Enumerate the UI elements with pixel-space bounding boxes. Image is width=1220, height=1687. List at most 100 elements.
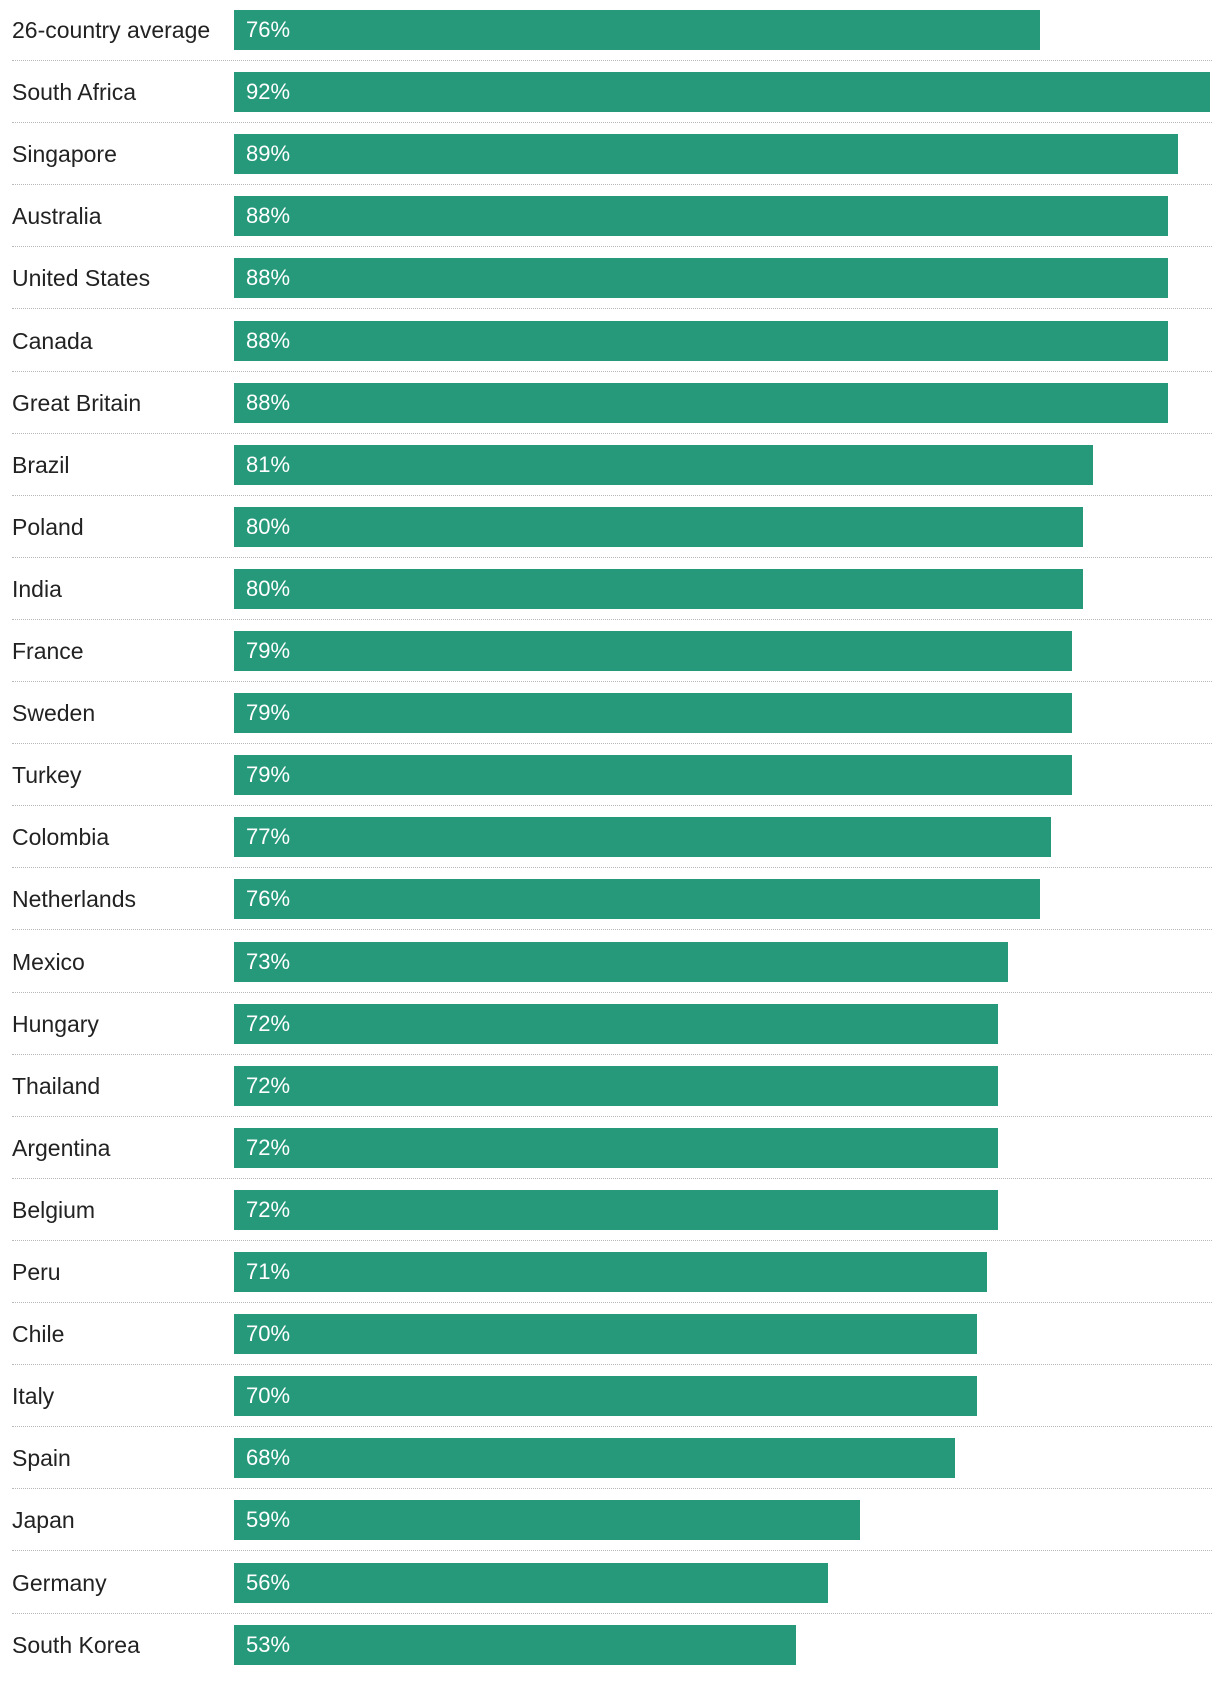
bar: 89%: [234, 134, 1179, 175]
chart-row: Mexico 73%: [0, 941, 1220, 1004]
bar-value-label: 72%: [246, 1196, 291, 1222]
category-label: Italy: [12, 1383, 55, 1410]
bar-value-label: 81%: [246, 451, 291, 477]
category-label: Japan: [12, 1507, 75, 1534]
bar: 70%: [234, 1376, 977, 1417]
bar: 92%: [234, 72, 1210, 113]
chart-row: Japan 59%: [0, 1500, 1220, 1562]
bar-value-label: 70%: [246, 1383, 291, 1409]
category-label: Sweden: [12, 700, 96, 727]
category-label: South Africa: [12, 79, 137, 106]
bar-value-label: 56%: [246, 1569, 291, 1595]
category-label: France: [12, 638, 84, 664]
bar-value-label: 79%: [246, 700, 291, 726]
category-label: Germany: [12, 1569, 107, 1596]
bar: 72%: [234, 1189, 998, 1230]
chart-row: South Africa 92%: [0, 72, 1220, 134]
row-divider: [12, 867, 1212, 869]
row-divider: [12, 1053, 1212, 1055]
category-label: Mexico: [12, 948, 85, 975]
category-label: Chile: [12, 1321, 65, 1348]
bar-value-label: 72%: [246, 1010, 291, 1036]
category-label: Australia: [12, 203, 102, 230]
row-divider: [12, 991, 1212, 993]
chart-row: Belgium 72%: [0, 1189, 1220, 1252]
bar-value-label: 76%: [246, 886, 291, 912]
bar: 88%: [234, 320, 1168, 361]
bar: 77%: [234, 817, 1051, 858]
chart-row: Germany 56%: [0, 1562, 1220, 1625]
bar-value-label: 53%: [246, 1631, 291, 1657]
row-divider: [12, 929, 1212, 931]
row-divider: [12, 308, 1212, 310]
bar: 73%: [234, 941, 1009, 982]
category-label: Thailand: [12, 1072, 101, 1099]
bar-value-label: 76%: [246, 17, 291, 42]
category-label: United States: [12, 265, 151, 292]
category-label: Turkey: [12, 762, 82, 789]
bar-value-label: 72%: [246, 1134, 291, 1160]
row-divider: [12, 494, 1212, 496]
bar-value-label: 79%: [246, 762, 291, 788]
bar-value-label: 79%: [246, 638, 291, 663]
bar-value-label: 88%: [246, 389, 291, 415]
category-label: Peru: [12, 1259, 61, 1285]
chart-row: South Korea 53%: [0, 1624, 1220, 1687]
bar-value-label: 77%: [246, 824, 291, 850]
bar: 71%: [234, 1252, 988, 1292]
row-divider: [12, 681, 1212, 682]
row-divider: [12, 432, 1212, 434]
chart-row: Italy 70%: [0, 1376, 1220, 1438]
chart-row: Colombia 77%: [0, 817, 1220, 879]
bar: 76%: [234, 879, 1041, 920]
bar-value-label: 59%: [246, 1507, 291, 1533]
chart-row: Great Britain 88%: [0, 382, 1220, 445]
chart-row: Thailand 72%: [0, 1065, 1220, 1128]
row-divider: [12, 246, 1212, 248]
bar: 80%: [234, 506, 1083, 547]
row-divider: [12, 184, 1212, 186]
chart-row: Brazil 81%: [0, 444, 1220, 507]
bar: 79%: [234, 631, 1073, 671]
bar-value-label: 72%: [246, 1072, 291, 1098]
category-label: Netherlands: [12, 886, 137, 913]
row-divider: [12, 1115, 1212, 1117]
bar-value-label: 68%: [246, 1445, 291, 1471]
chart-row: Turkey 79%: [0, 755, 1220, 817]
bar: 88%: [234, 382, 1168, 423]
bar-value-label: 80%: [246, 575, 291, 601]
row-divider: [12, 1488, 1212, 1490]
row-divider: [12, 618, 1212, 620]
chart-row: France 79%: [0, 631, 1220, 693]
row-divider: [12, 556, 1212, 558]
category-label: Brazil: [12, 451, 70, 478]
category-label: Canada: [12, 327, 93, 354]
bar: 79%: [234, 693, 1073, 734]
row-divider: [12, 1550, 1212, 1552]
bar-value-label: 73%: [246, 948, 291, 974]
bar-value-label: 71%: [246, 1259, 291, 1284]
category-label: South Korea: [12, 1631, 140, 1658]
chart-row: United States 88%: [0, 258, 1220, 320]
bar: 88%: [234, 196, 1168, 237]
chart-row: Hungary 72%: [0, 1003, 1220, 1066]
bar: 59%: [234, 1500, 860, 1541]
chart-row: Canada 88%: [0, 320, 1220, 383]
category-label: Great Britain: [12, 389, 142, 416]
chart-row: Chile 70%: [0, 1314, 1220, 1376]
bar-value-label: 70%: [246, 1321, 291, 1347]
chart-row: Netherlands 76%: [0, 879, 1220, 941]
chart-row: Peru 71%: [0, 1252, 1220, 1314]
chart-row: Australia 88%: [0, 196, 1220, 258]
row-divider: [12, 1364, 1212, 1366]
row-divider: [12, 60, 1212, 61]
chart-row: Singapore 89%: [0, 134, 1220, 196]
bar: 68%: [234, 1438, 956, 1479]
bar-value-label: 88%: [246, 203, 291, 229]
category-label: Argentina: [12, 1134, 111, 1161]
category-label: Poland: [12, 513, 84, 540]
row-divider: [12, 370, 1212, 372]
bar: 81%: [234, 444, 1094, 485]
bar: 53%: [234, 1624, 797, 1665]
